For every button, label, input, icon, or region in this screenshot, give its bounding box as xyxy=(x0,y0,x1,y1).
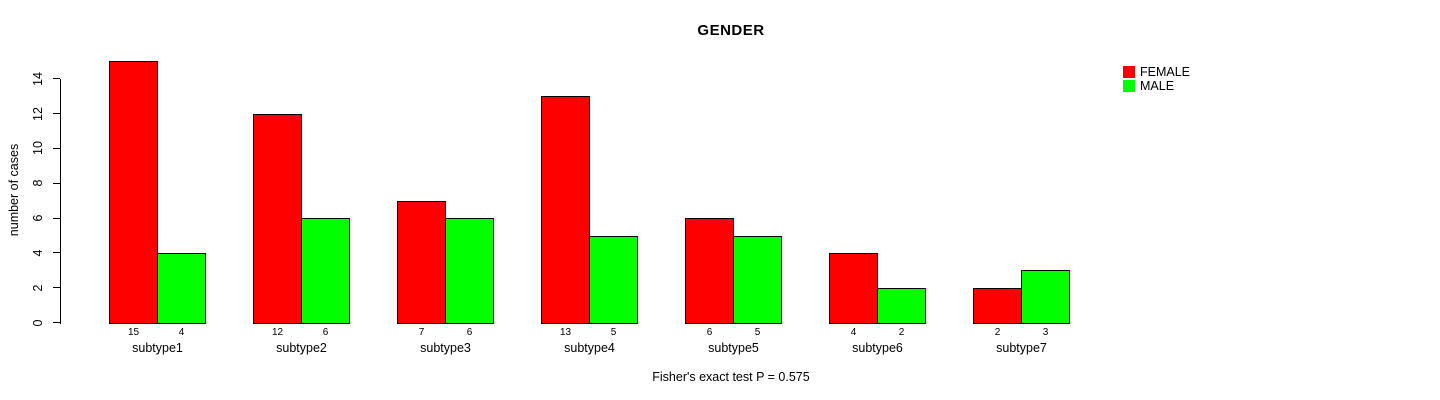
bar-male-subtype6 xyxy=(877,287,926,324)
y-tick-mark xyxy=(53,217,60,219)
bar-female-subtype2 xyxy=(253,113,302,324)
bar-value-label: 6 xyxy=(706,327,713,338)
y-tick-mark xyxy=(53,182,60,184)
y-axis-label: number of cases xyxy=(7,143,21,237)
y-axis-line xyxy=(60,78,61,324)
category-label-subtype1: subtype1 xyxy=(132,341,183,355)
y-tick-mark xyxy=(53,113,60,115)
y-tick-mark xyxy=(53,252,60,254)
bar-value-label: 5 xyxy=(610,327,617,338)
y-tick-label: 12 xyxy=(31,106,45,121)
bar-male-subtype3 xyxy=(445,218,494,324)
chart-title: GENDER xyxy=(697,22,765,39)
bar-male-subtype2 xyxy=(301,218,350,324)
bar-value-label: 2 xyxy=(994,327,1001,338)
bar-female-subtype3 xyxy=(397,200,446,324)
category-label-subtype3: subtype3 xyxy=(420,341,471,355)
y-tick-label: 10 xyxy=(31,141,45,156)
y-tick-mark xyxy=(53,147,60,149)
legend-swatch-male xyxy=(1123,80,1135,92)
y-tick-label: 0 xyxy=(31,319,45,327)
legend-swatch-female xyxy=(1123,66,1135,78)
bar-male-subtype5 xyxy=(733,235,782,324)
y-tick-mark xyxy=(53,78,60,80)
category-label-subtype2: subtype2 xyxy=(276,341,327,355)
bar-female-subtype5 xyxy=(685,218,734,324)
category-label-subtype7: subtype7 xyxy=(996,341,1047,355)
bar-value-label: 4 xyxy=(178,327,185,338)
legend: FEMALE MALE xyxy=(1123,66,1190,94)
bar-value-label: 7 xyxy=(418,327,425,338)
legend-label: MALE xyxy=(1140,79,1175,93)
bar-value-label: 12 xyxy=(271,327,284,338)
bar-female-subtype6 xyxy=(829,252,878,324)
bar-male-subtype4 xyxy=(589,235,638,324)
y-tick-label: 6 xyxy=(31,214,45,222)
y-tick-label: 8 xyxy=(31,179,45,187)
y-tick-label: 4 xyxy=(31,249,45,257)
bar-value-label: 13 xyxy=(559,327,572,338)
bar-value-label: 15 xyxy=(127,327,140,338)
y-tick-mark xyxy=(53,287,60,289)
category-label-subtype6: subtype6 xyxy=(852,341,903,355)
category-label-subtype4: subtype4 xyxy=(564,341,615,355)
bar-value-label: 5 xyxy=(754,327,761,338)
bar-value-label: 3 xyxy=(1042,327,1049,338)
bar-female-subtype4 xyxy=(541,96,590,324)
fisher-test-annotation: Fisher's exact test P = 0.575 xyxy=(652,370,810,384)
bar-female-subtype1 xyxy=(109,61,158,324)
y-tick-label: 14 xyxy=(31,71,45,86)
legend-label: FEMALE xyxy=(1140,65,1191,79)
bar-male-subtype1 xyxy=(157,252,206,324)
bar-female-subtype7 xyxy=(973,287,1022,324)
y-tick-label: 2 xyxy=(31,284,45,292)
bar-value-label: 4 xyxy=(850,327,857,338)
legend-item-male: MALE xyxy=(1123,80,1190,92)
category-label-subtype5: subtype5 xyxy=(708,341,759,355)
bar-value-label: 6 xyxy=(466,327,473,338)
legend-item-female: FEMALE xyxy=(1123,66,1190,78)
bar-value-label: 6 xyxy=(322,327,329,338)
bar-male-subtype7 xyxy=(1021,270,1070,324)
bar-value-label: 2 xyxy=(898,327,905,338)
y-tick-mark xyxy=(53,322,60,324)
